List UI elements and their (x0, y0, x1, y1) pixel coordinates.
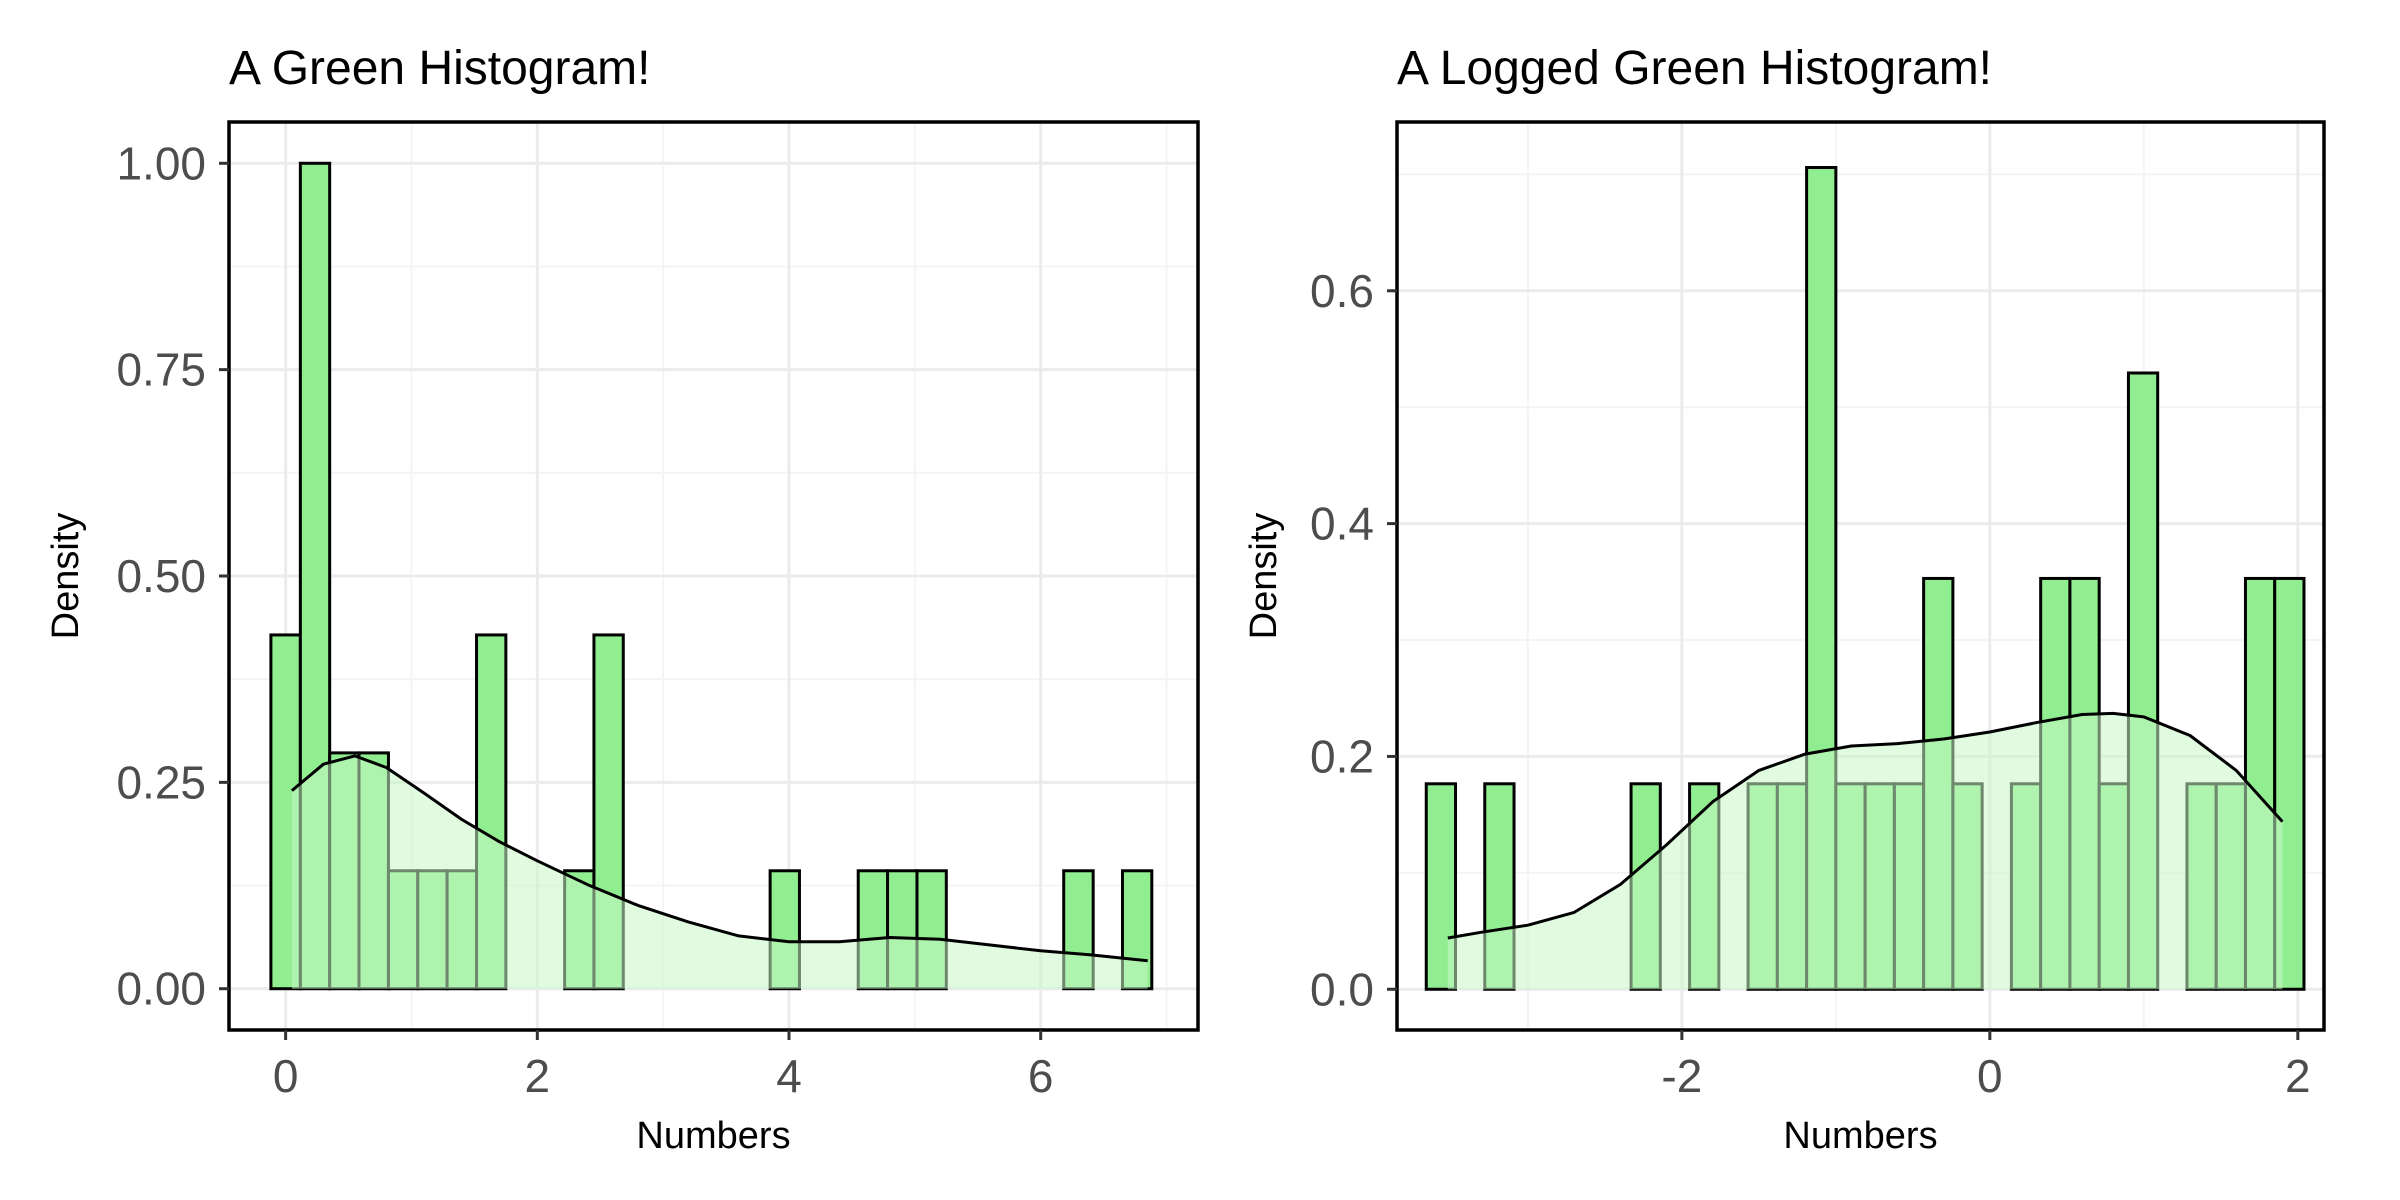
chart-title: A Green Histogram! (229, 42, 651, 95)
x-tick-label: 6 (1028, 1050, 1054, 1102)
x-axis-title: Numbers (1783, 1115, 1937, 1157)
x-tick-label: 0 (1977, 1050, 2003, 1102)
y-axis-title: Density (45, 513, 87, 640)
left-histogram-panel: 0 2 4 6 0.00 0.25 0.50 0.75 1.00 A Green Histogra… (45, 42, 1200, 1157)
chart-title: A Logged Green Histogram! (1397, 42, 1992, 95)
y-tick-label: 0.4 (1310, 498, 1374, 550)
panel-border (1395, 120, 2326, 1032)
x-axis-title: Numbers (636, 1115, 790, 1157)
x-tick-label: 0 (273, 1050, 299, 1102)
axis-ticks: 0 2 4 6 0.00 0.25 0.50 0.75 1.00 (116, 137, 1053, 1102)
density-curve (290, 754, 1148, 963)
gridlines (229, 122, 1198, 1030)
density-curve (1447, 711, 2284, 940)
y-axis-title: Density (1243, 513, 1285, 640)
y-tick-label: 0.0 (1310, 963, 1374, 1015)
density-area (1447, 713, 2283, 990)
y-tick-label: 1.00 (116, 137, 206, 189)
x-tick-label: 2 (2285, 1050, 2311, 1102)
y-tick-label: 0.2 (1310, 730, 1374, 782)
x-tick-label: -2 (1661, 1050, 1702, 1102)
right-histogram-panel: -2 0 2 0.0 0.2 0.4 0.6 A Logged Green Histogram… (1243, 42, 2326, 1157)
axis-ticks: -2 0 2 0.0 0.2 0.4 0.6 (1310, 265, 2311, 1102)
y-tick-label: 0.50 (116, 550, 206, 602)
y-tick-label: 0.00 (116, 963, 206, 1015)
y-tick-label: 0.6 (1310, 265, 1374, 317)
histogram-bar (2273, 576, 2306, 991)
density-area (291, 755, 1148, 989)
y-tick-label: 0.75 (116, 344, 206, 396)
x-tick-label: 4 (776, 1050, 802, 1102)
y-tick-label: 0.25 (116, 756, 206, 808)
x-tick-label: 2 (525, 1050, 551, 1102)
